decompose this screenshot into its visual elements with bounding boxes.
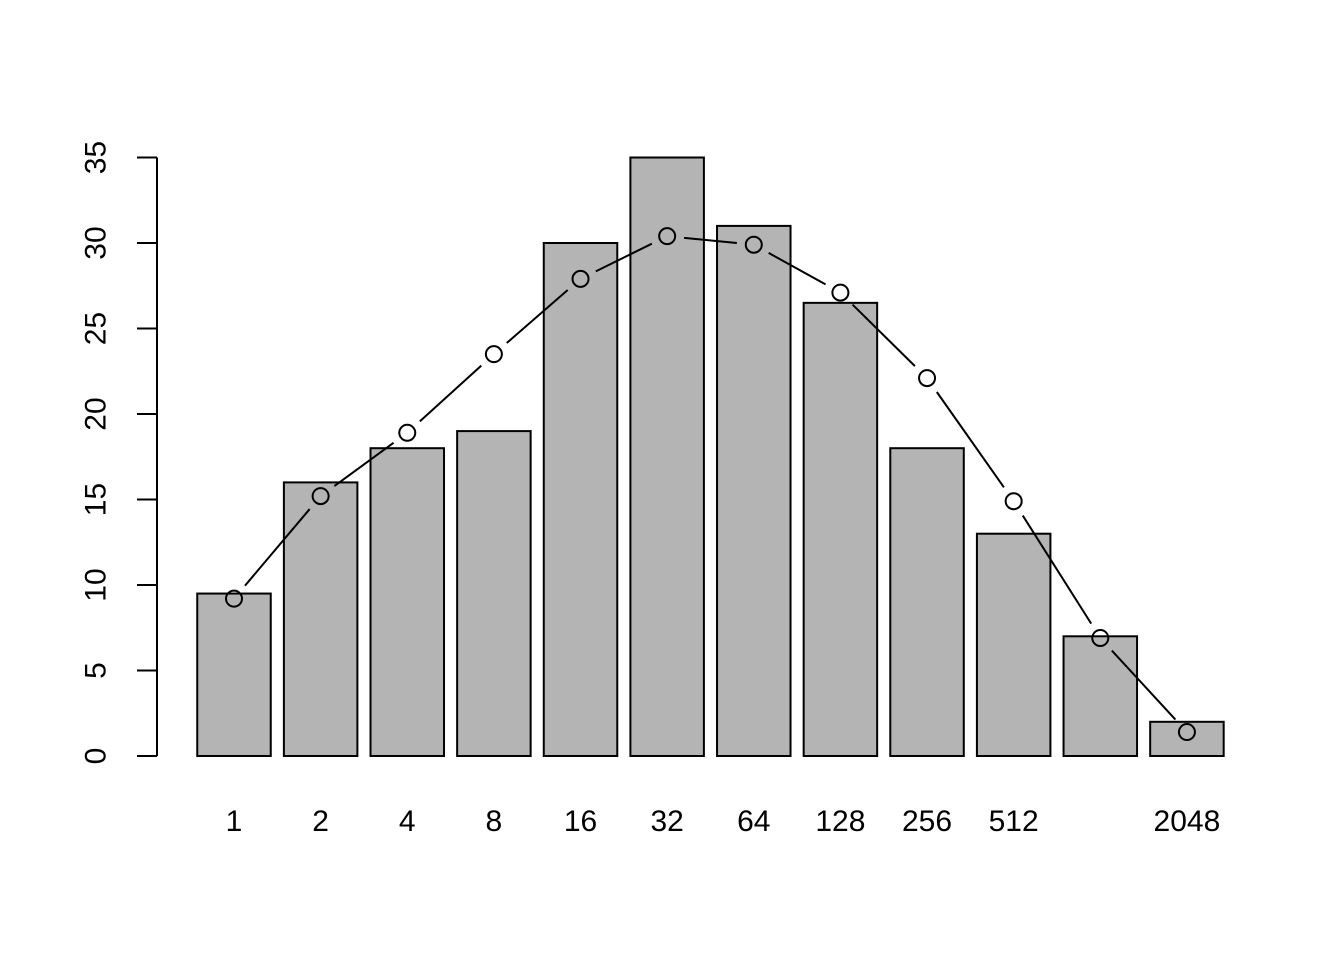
y-axis <box>137 156 158 757</box>
fit-line-segment <box>851 303 916 367</box>
x-tick-label: 1 <box>226 805 243 838</box>
data-point <box>831 283 850 302</box>
bars <box>196 156 1225 758</box>
bar <box>1149 720 1225 757</box>
x-tick-label: 4 <box>399 805 416 838</box>
x-tick-label: 64 <box>737 805 770 838</box>
y-tick-label: 5 <box>80 662 113 679</box>
data-point <box>484 345 503 364</box>
data-point <box>918 369 937 388</box>
fit-line <box>244 236 1177 721</box>
fit-line-segment <box>1111 649 1177 721</box>
fit-line-segment <box>419 364 482 423</box>
y-tick-label: 10 <box>80 568 113 601</box>
x-tick-label: 2048 <box>1154 805 1221 838</box>
data-points <box>225 227 1196 742</box>
bar <box>282 481 359 757</box>
fit-line-segment <box>768 252 827 286</box>
fit-line-segment <box>595 242 653 273</box>
x-tick-label: 2 <box>312 805 329 838</box>
x-tick-label: 16 <box>564 805 597 838</box>
y-axis-labels: 0 5 10 15 20 25 30 35 <box>80 141 113 765</box>
data-point <box>744 235 763 254</box>
fit-line-segment <box>936 391 1005 488</box>
bar <box>1062 635 1139 757</box>
fit-line-segment <box>506 289 569 344</box>
fit-line-segment <box>244 508 311 587</box>
data-point <box>1091 629 1110 648</box>
y-tick-label: 20 <box>80 397 113 430</box>
bar <box>542 242 619 757</box>
bar <box>456 430 532 757</box>
bar <box>369 447 446 757</box>
bar <box>802 301 879 757</box>
fit-line-segment <box>1021 515 1093 625</box>
y-tick-label: 15 <box>80 483 113 516</box>
fit-line-segment <box>333 442 395 487</box>
x-tick-label: 512 <box>989 805 1039 838</box>
data-point <box>658 227 677 246</box>
data-point <box>1004 492 1023 511</box>
bar <box>889 447 965 757</box>
data-point <box>225 589 243 608</box>
y-tick-label: 30 <box>80 226 113 259</box>
bar <box>196 592 272 757</box>
y-tick-label: 25 <box>80 312 113 345</box>
x-axis-labels: 1 2 4 8 16 32 64 128 256 512 2048 <box>226 805 1221 838</box>
bar <box>716 224 792 757</box>
x-tick-label: 32 <box>650 805 683 838</box>
data-point <box>571 269 590 288</box>
fit-line-segment <box>683 236 737 245</box>
y-tick-label: 35 <box>80 141 113 174</box>
x-tick-label: 256 <box>902 805 952 838</box>
x-tick-label: 128 <box>815 805 865 838</box>
data-point <box>1177 723 1196 742</box>
data-point <box>311 487 330 506</box>
data-point <box>398 423 417 442</box>
y-tick-label: 0 <box>80 748 113 765</box>
x-tick-label: 8 <box>486 805 503 838</box>
bar <box>975 532 1052 758</box>
bar <box>629 156 705 757</box>
